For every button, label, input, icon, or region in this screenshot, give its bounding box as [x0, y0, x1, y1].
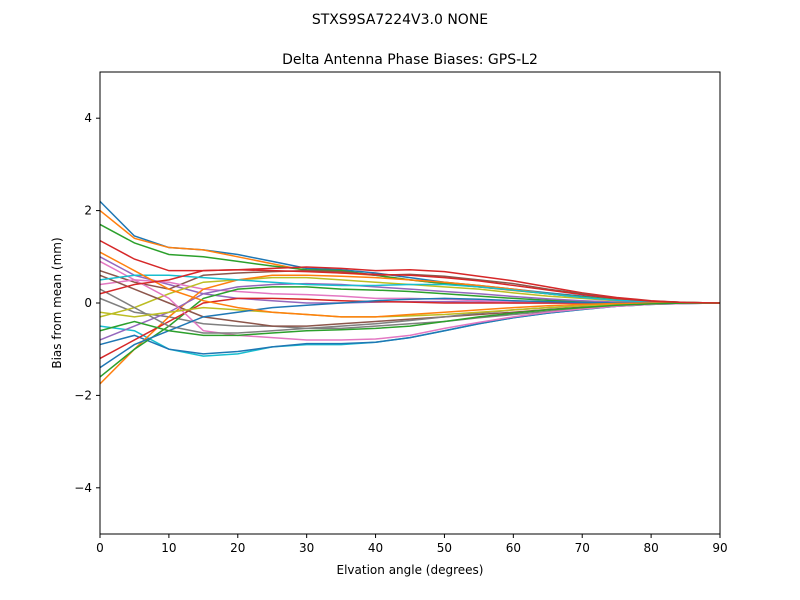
series-line-22 [99, 251, 720, 318]
x-tick-label: 50 [437, 541, 452, 555]
y-tick-label: 4 [84, 111, 92, 125]
x-axis-label: Elvation angle (degrees) [337, 563, 484, 577]
axis-ticks: 0 10 20 30 40 50 60 70 80 90 −4 −2 0 2 4 [74, 111, 727, 555]
series-line-23 [99, 302, 720, 337]
y-tick-label: 2 [84, 204, 92, 218]
y-tick-label: −4 [74, 481, 92, 495]
series-lines [99, 200, 721, 385]
x-tick-label: 10 [161, 541, 176, 555]
series-line-24 [99, 268, 721, 304]
x-tick-label: 90 [712, 541, 727, 555]
series-line-19 [99, 302, 720, 318]
series-line-20 [99, 274, 720, 304]
x-tick-label: 0 [96, 541, 104, 555]
series-line-10 [99, 302, 721, 357]
chart-title: Delta Antenna Phase Biases: GPS-L2 [282, 52, 538, 68]
y-axis-label: Bias from mean (mm) [50, 237, 64, 368]
x-tick-label: 40 [368, 541, 383, 555]
series-line-4 [99, 239, 721, 304]
series-line-17 [99, 260, 721, 341]
y-tick-label: −2 [74, 388, 92, 402]
x-tick-label: 60 [506, 541, 521, 555]
x-tick-label: 20 [230, 541, 245, 555]
y-tick-label: 0 [84, 296, 92, 310]
x-tick-label: 80 [643, 541, 658, 555]
series-line-11 [99, 302, 721, 355]
figure-suptitle: STXS9SA7224V3.0 NONE [312, 12, 488, 28]
series-line-15 [99, 282, 720, 341]
x-tick-label: 30 [299, 541, 314, 555]
x-tick-label: 70 [575, 541, 590, 555]
